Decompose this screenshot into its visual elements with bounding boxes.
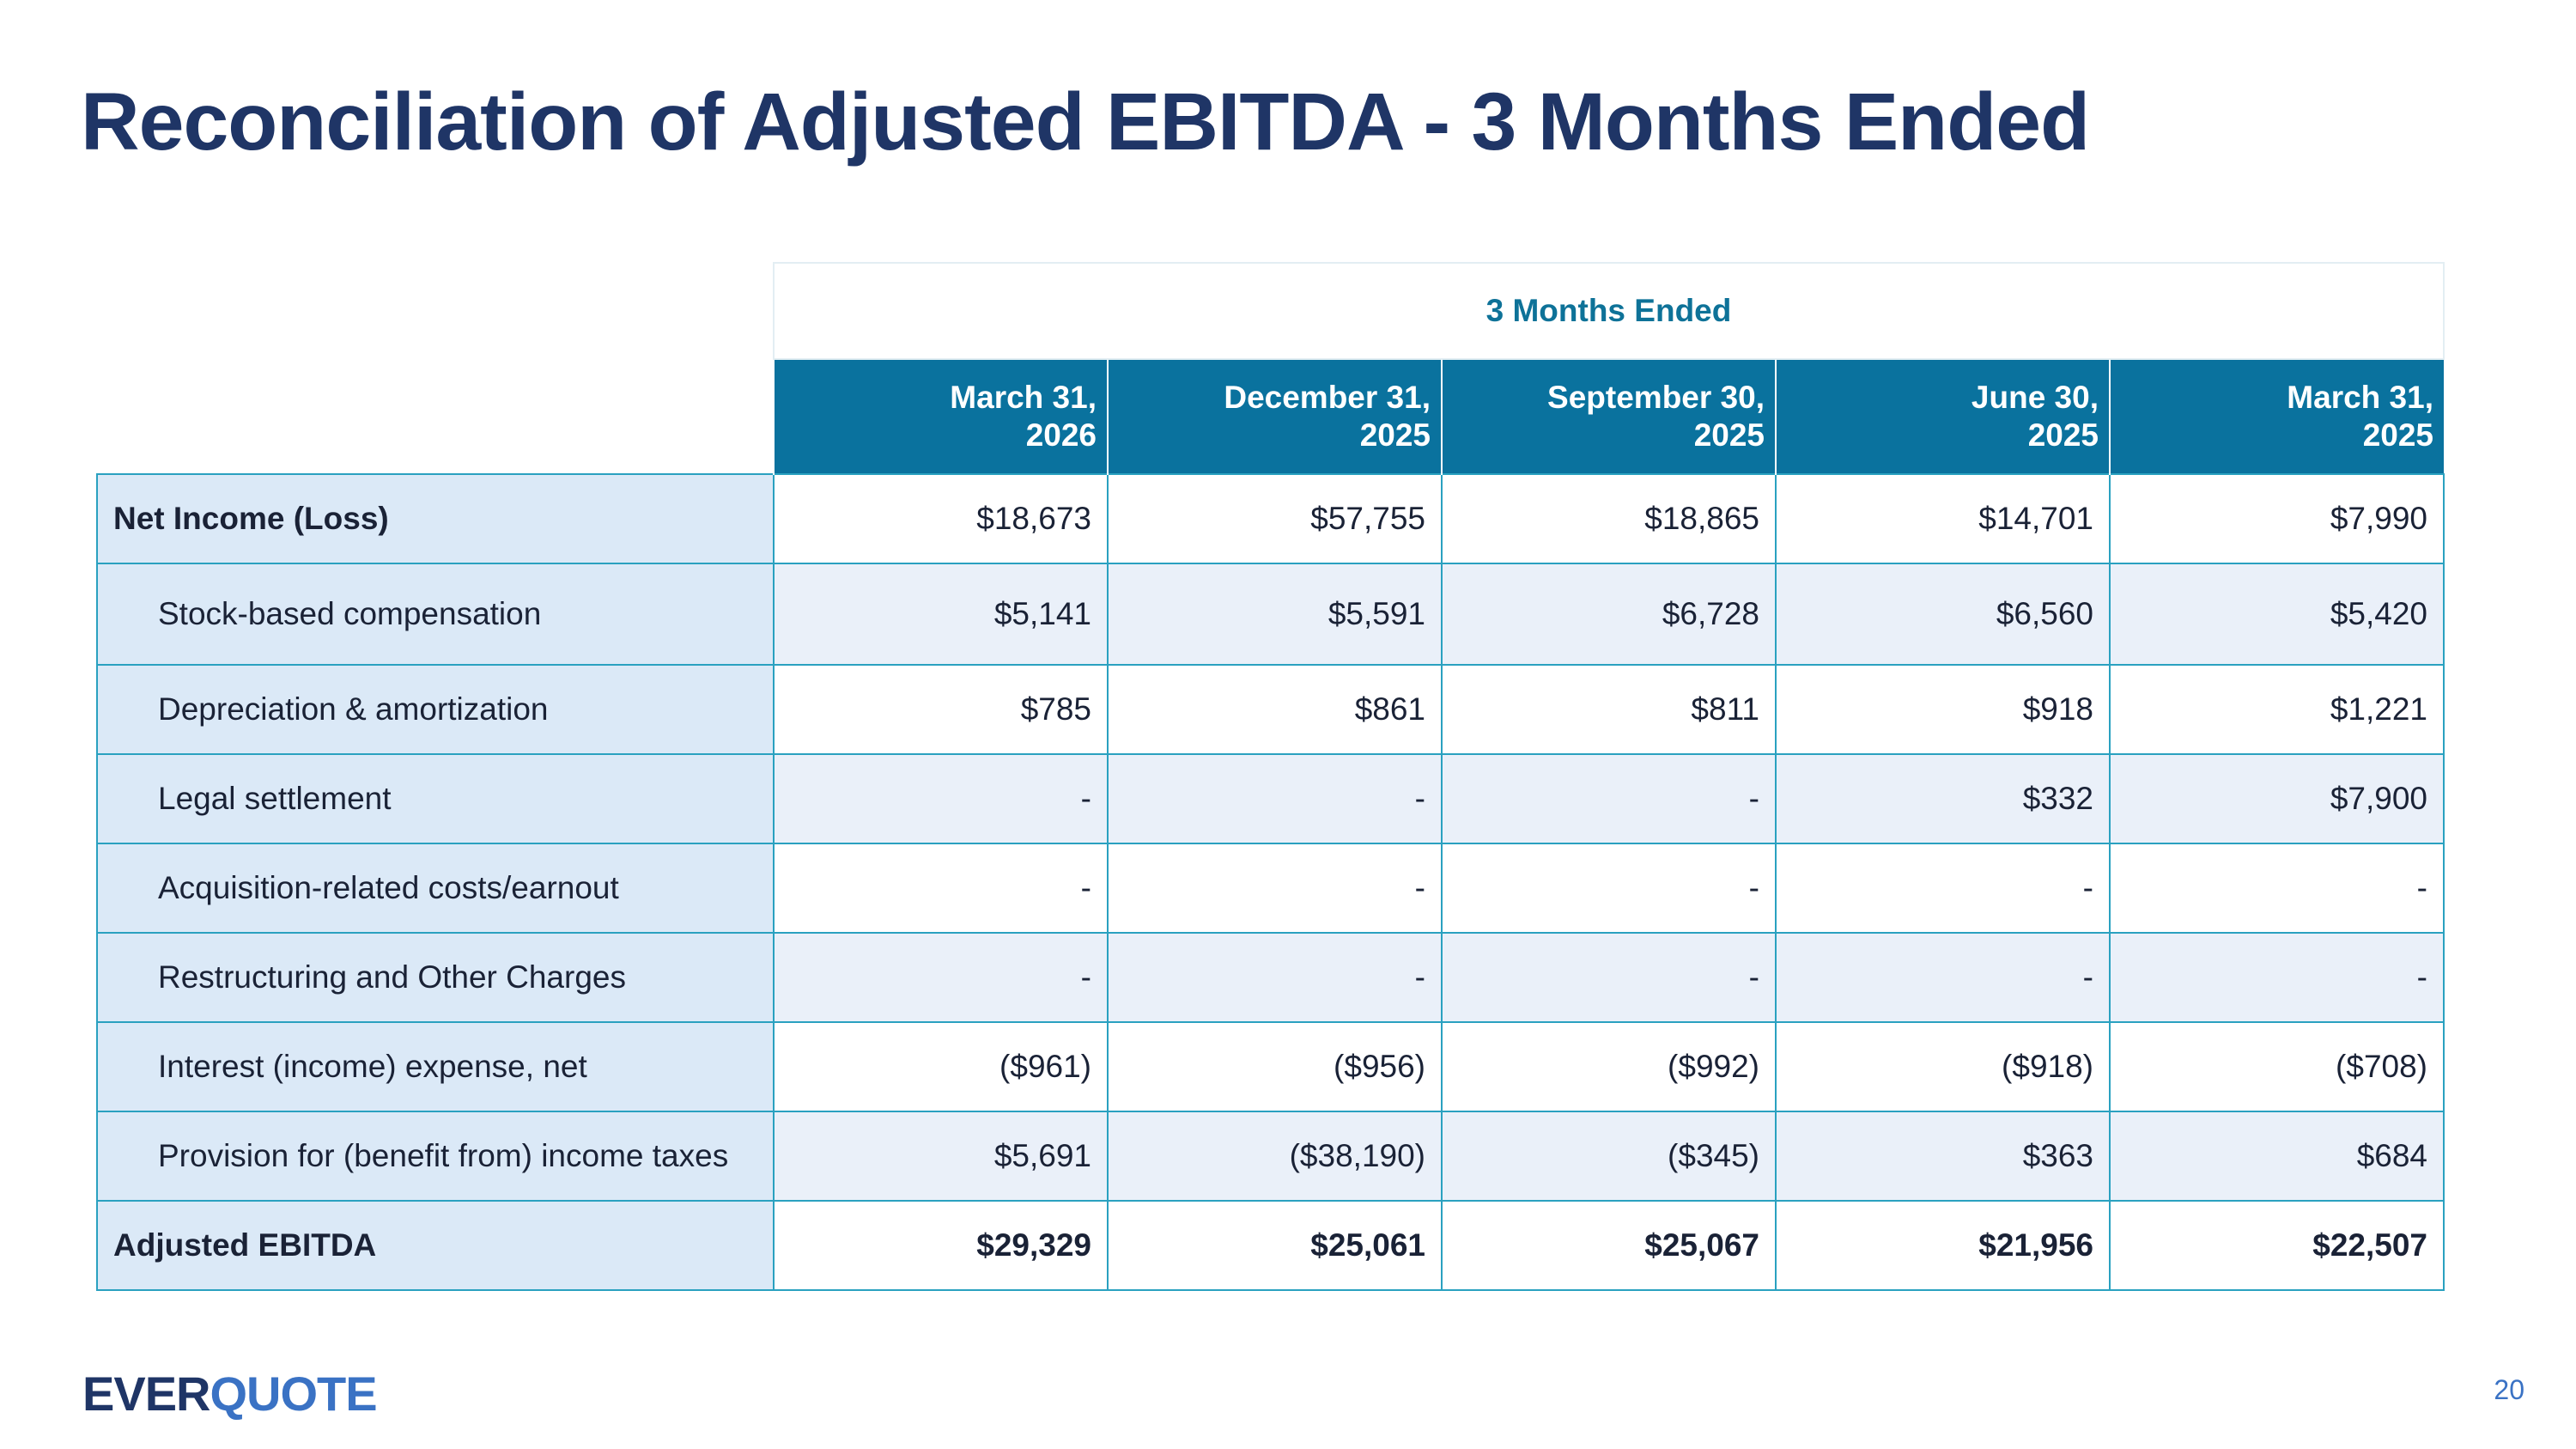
table-cell: $5,691 — [773, 1111, 1109, 1202]
table-cell: - — [1107, 843, 1443, 934]
logo-part-1: EVER — [82, 1367, 210, 1421]
table-cell: ($708) — [2109, 1021, 2445, 1112]
page-number: 20 — [2494, 1374, 2524, 1405]
table-cell: $1,221 — [2109, 664, 2445, 755]
table-cell: $684 — [2109, 1111, 2445, 1202]
column-header: March 31, 2025 — [2109, 359, 2444, 474]
table-cell: $5,591 — [1107, 563, 1443, 666]
table-cell: - — [1441, 843, 1777, 934]
ebitda-reconciliation-table: 3 Months Ended March 31, 2026 December 31… — [96, 262, 2445, 1291]
table-cell: $14,701 — [1775, 473, 2111, 564]
table-cell: - — [1775, 843, 2111, 934]
table-row: Depreciation & amortization $785 $861 $8… — [96, 664, 2445, 755]
table-row: Stock-based compensation $5,141 $5,591 $… — [96, 563, 2445, 666]
table-cell: - — [1107, 753, 1443, 844]
everquote-logo: EVERQUOTE — [82, 1366, 378, 1422]
table-cell: $7,900 — [2109, 753, 2445, 844]
row-label: Interest (income) expense, net — [96, 1021, 775, 1112]
table-cell: ($956) — [1107, 1021, 1443, 1112]
table-row: Legal settlement - - - $332 $7,900 — [96, 753, 2445, 844]
empty-corner — [97, 263, 774, 359]
table-cell: $25,067 — [1441, 1200, 1777, 1291]
column-header: March 31, 2026 — [773, 359, 1108, 474]
table-cell: - — [1775, 932, 2111, 1023]
table-cell: - — [2109, 843, 2445, 934]
column-header: September 30, 2025 — [1441, 359, 1776, 474]
table-row: Acquisition-related costs/earnout - - - … — [96, 843, 2445, 934]
table-cell: $22,507 — [2109, 1200, 2445, 1291]
empty-corner-2 — [97, 359, 774, 474]
table-cell: ($961) — [773, 1021, 1109, 1112]
table-cell: - — [773, 932, 1109, 1023]
table-cell: $363 — [1775, 1111, 2111, 1202]
table-cell: $785 — [773, 664, 1109, 755]
row-label: Adjusted EBITDA — [96, 1200, 775, 1291]
table-cell: $332 — [1775, 753, 2111, 844]
table-cell: $6,728 — [1441, 563, 1777, 666]
table-cell: ($992) — [1441, 1021, 1777, 1112]
table-cell: ($918) — [1775, 1021, 2111, 1112]
table-cell: $6,560 — [1775, 563, 2111, 666]
table-row: Interest (income) expense, net ($961) ($… — [96, 1021, 2445, 1112]
row-label: Depreciation & amortization — [96, 664, 775, 755]
logo-part-2: QUOTE — [210, 1367, 378, 1421]
row-label: Restructuring and Other Charges — [96, 932, 775, 1023]
ebitda-reconciliation-table-container: 3 Months Ended March 31, 2026 December 31… — [96, 262, 2445, 1291]
table-cell: $18,673 — [773, 473, 1109, 564]
row-label: Net Income (Loss) — [96, 473, 775, 564]
page-title: Reconciliation of Adjusted EBITDA - 3 Mo… — [81, 76, 2090, 167]
table-cell: - — [2109, 932, 2445, 1023]
table-cell: $918 — [1775, 664, 2111, 755]
row-label: Stock-based compensation — [96, 563, 775, 666]
table-cell: - — [773, 753, 1109, 844]
table-cell: $861 — [1107, 664, 1443, 755]
row-label: Provision for (benefit from) income taxe… — [96, 1111, 775, 1202]
table-cell: $25,061 — [1107, 1200, 1443, 1291]
table-row: Provision for (benefit from) income taxe… — [96, 1111, 2445, 1202]
table-cell: ($38,190) — [1107, 1111, 1443, 1202]
table-cell: - — [773, 843, 1109, 934]
table-row: Restructuring and Other Charges - - - - … — [96, 932, 2445, 1023]
table-cell: ($345) — [1441, 1111, 1777, 1202]
column-header: December 31, 2025 — [1107, 359, 1442, 474]
table-cell: $18,865 — [1441, 473, 1777, 564]
table-cell: $21,956 — [1775, 1200, 2111, 1291]
table-row-total: Adjusted EBITDA $29,329 $25,061 $25,067 … — [96, 1200, 2445, 1291]
row-label: Legal settlement — [96, 753, 775, 844]
row-label: Acquisition-related costs/earnout — [96, 843, 775, 934]
table-cell: - — [1441, 753, 1777, 844]
table-cell: $811 — [1441, 664, 1777, 755]
group-header: 3 Months Ended — [773, 262, 2445, 360]
table-cell: $7,990 — [2109, 473, 2445, 564]
table-cell: $5,420 — [2109, 563, 2445, 666]
table-row: Net Income (Loss) $18,673 $57,755 $18,86… — [96, 473, 2445, 564]
column-header: June 30, 2025 — [1775, 359, 2110, 474]
table-cell: $29,329 — [773, 1200, 1109, 1291]
table-cell: - — [1107, 932, 1443, 1023]
table-cell: $5,141 — [773, 563, 1109, 666]
table-cell: - — [1441, 932, 1777, 1023]
table-cell: $57,755 — [1107, 473, 1443, 564]
